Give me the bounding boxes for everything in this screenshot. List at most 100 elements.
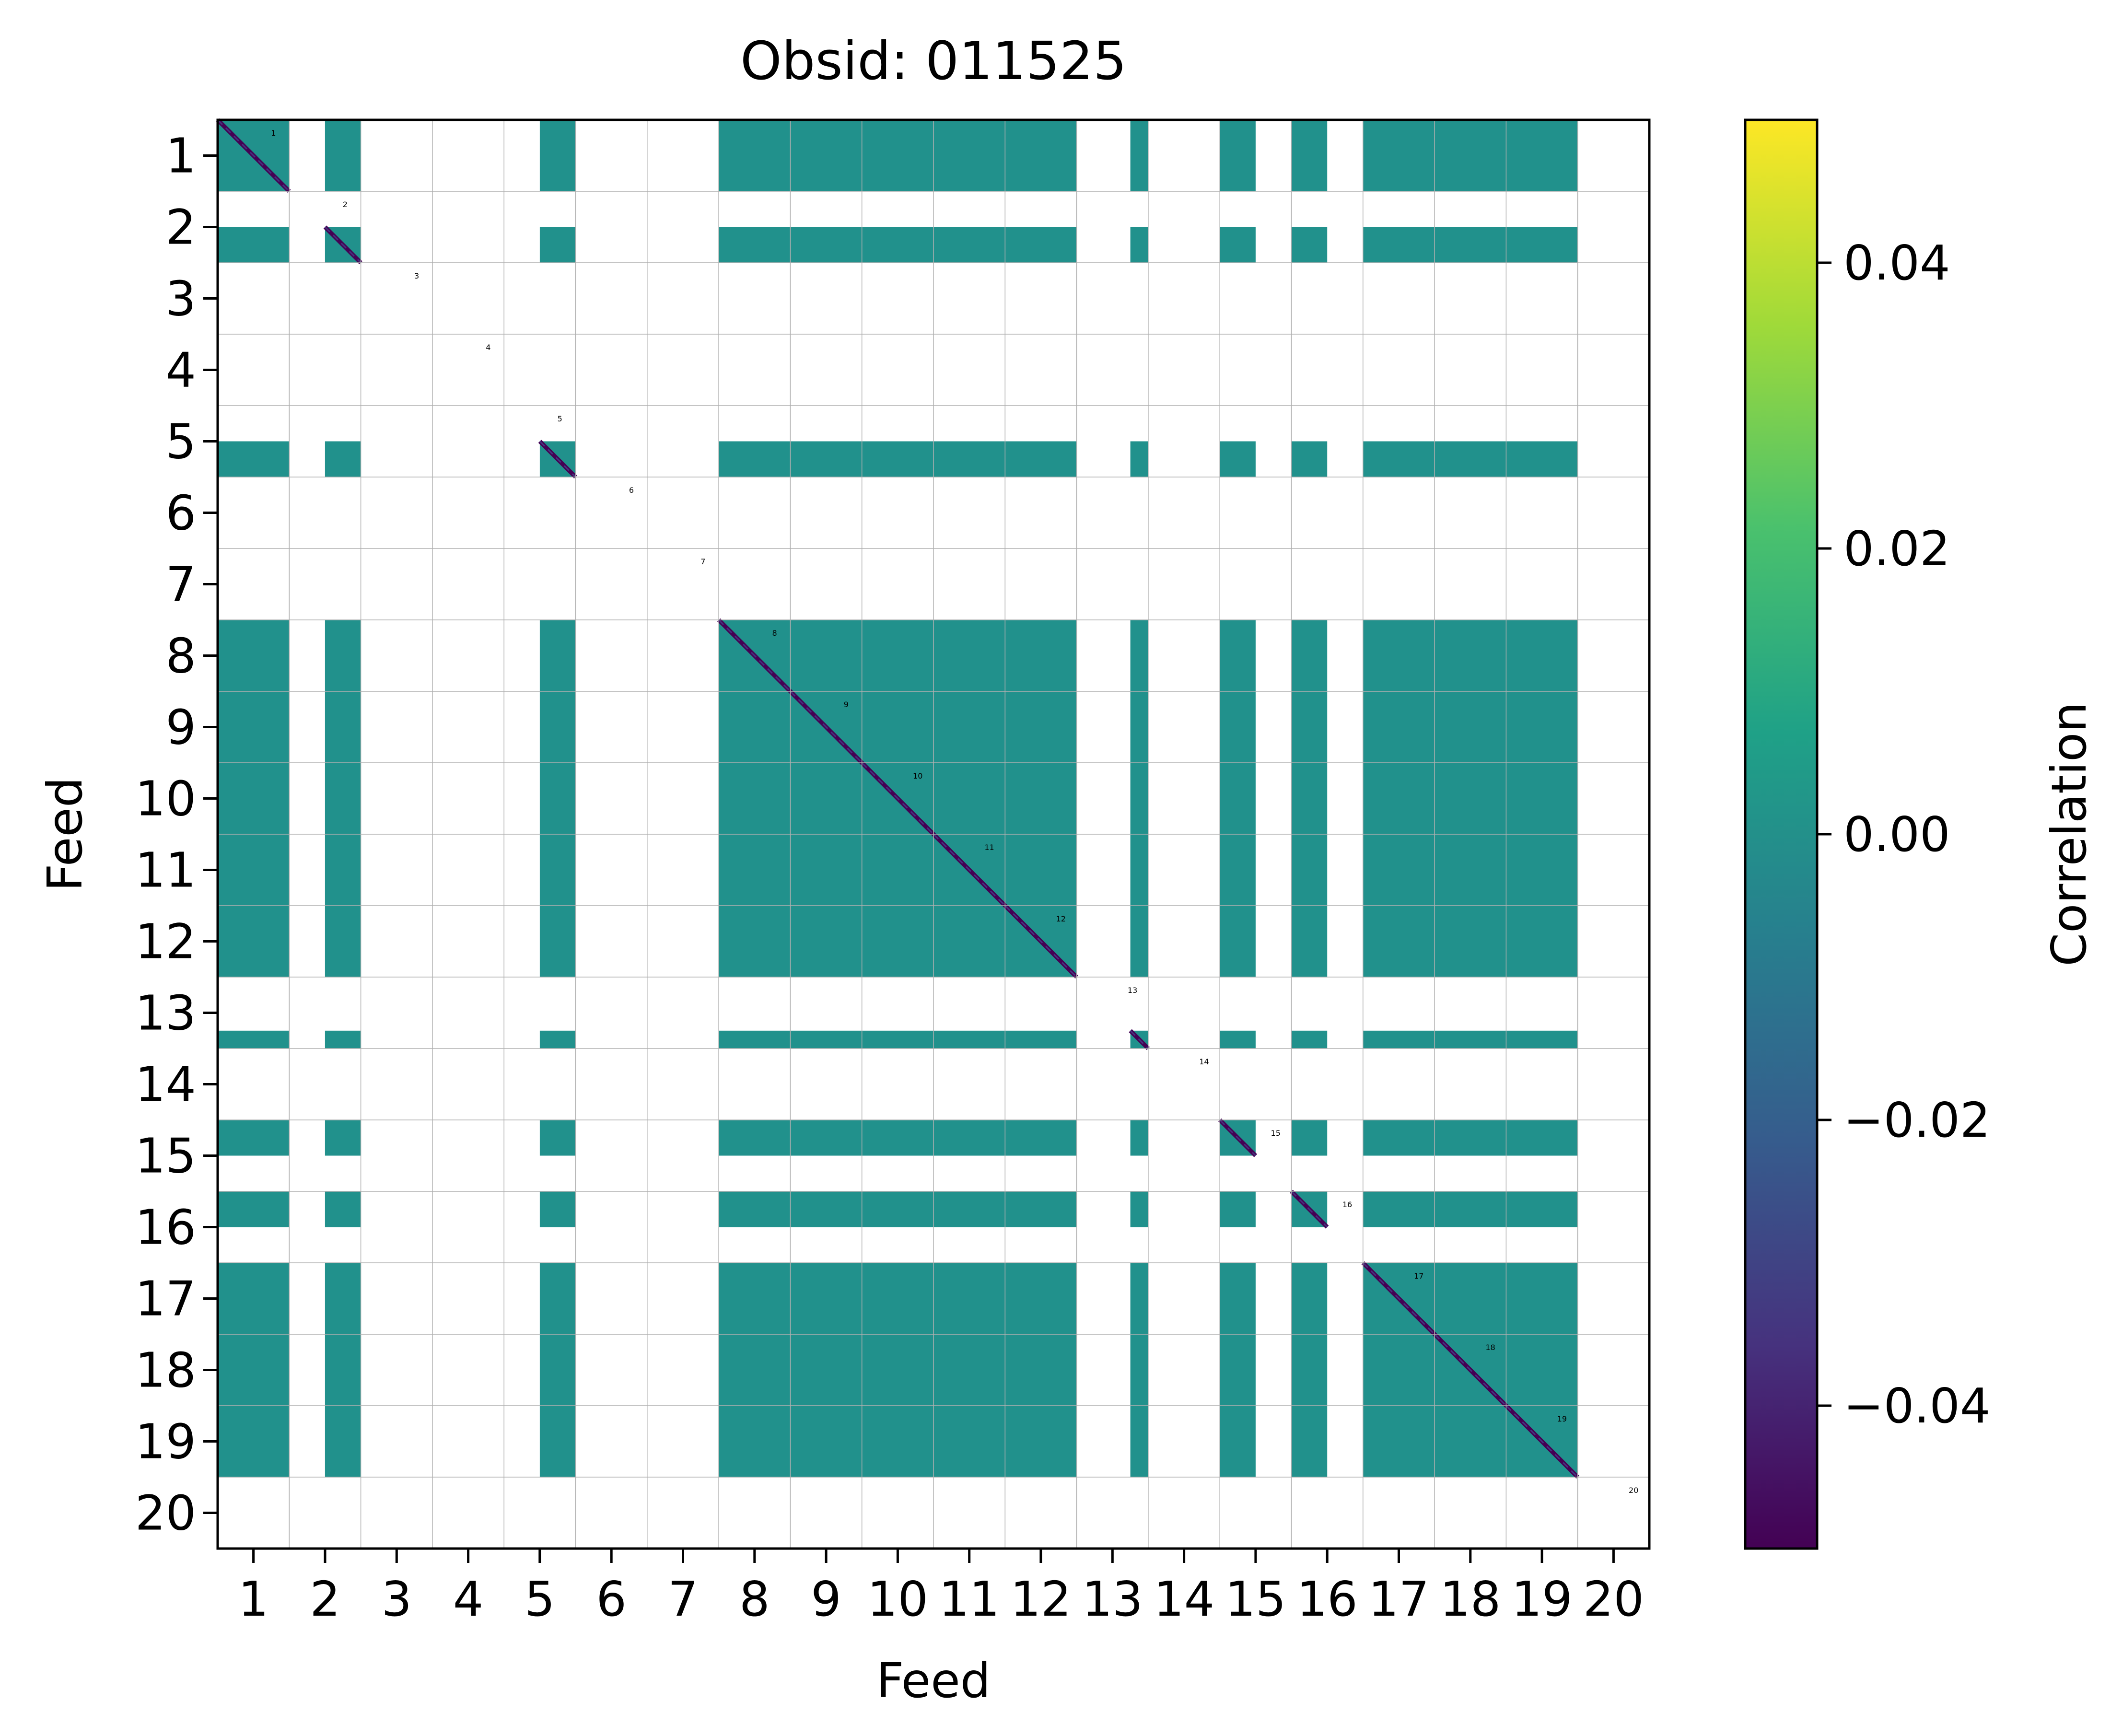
- heatmap-block: [1506, 1191, 1578, 1227]
- heatmap-block: [1435, 620, 1506, 691]
- diagonal-segment-detail: [718, 619, 791, 692]
- colorbar-tick-label: −0.04: [1843, 1378, 1990, 1434]
- heatmap-block: [1130, 763, 1148, 834]
- heatmap-block: [1220, 1191, 1256, 1227]
- heatmap-block: [1363, 620, 1435, 691]
- heatmap-block: [933, 691, 1005, 763]
- heatmap-block: [1220, 120, 1256, 191]
- heatmap-block: [719, 227, 791, 263]
- diagonal-feed-label: 11: [984, 843, 994, 852]
- x-tick-label: 18: [1440, 1571, 1501, 1627]
- diagonal-feed-label: 20: [1629, 1486, 1638, 1495]
- heatmap-block: [862, 1191, 933, 1227]
- heatmap-block: [325, 691, 361, 763]
- heatmap-block: [719, 441, 791, 477]
- heatmap-block: [1220, 834, 1256, 906]
- heatmap-block: [790, 1120, 862, 1156]
- heatmap-block: [325, 906, 361, 977]
- colorbar-label: Correlation: [2041, 702, 2097, 966]
- heatmap-block: [1130, 1191, 1148, 1227]
- heatmap-block: [539, 1120, 576, 1156]
- heatmap-block: [719, 1263, 791, 1334]
- y-tick-label: 20: [135, 1485, 196, 1541]
- heatmap-block: [719, 1191, 791, 1227]
- heatmap-block: [325, 1120, 361, 1156]
- heatmap-block: [1506, 620, 1578, 691]
- heatmap-block: [1363, 227, 1435, 263]
- heatmap-block: [1130, 1334, 1148, 1406]
- x-tick-label: 6: [596, 1571, 627, 1627]
- heatmap-block: [539, 763, 576, 834]
- diagonal-segment-detail: [1291, 1190, 1328, 1228]
- y-tick-label: 18: [135, 1342, 196, 1398]
- heatmap-block: [1506, 1120, 1578, 1156]
- heatmap-block: [1291, 620, 1328, 691]
- diagonal-feed-label: 19: [1557, 1414, 1567, 1423]
- y-tick-label: 11: [135, 842, 196, 898]
- heatmap-block: [1506, 1263, 1578, 1334]
- diagonal-feed-label: 18: [1485, 1343, 1495, 1352]
- heatmap-block: [790, 620, 862, 691]
- heatmap-block: [325, 120, 361, 191]
- heatmap-block: [1435, 1263, 1506, 1334]
- heatmap-block: [1005, 1120, 1077, 1156]
- heatmap-block: [862, 620, 933, 691]
- x-tick-label: 17: [1368, 1571, 1429, 1627]
- heatmap-block: [1130, 906, 1148, 977]
- y-tick-label: 9: [165, 699, 196, 756]
- heatmap-block: [1435, 1191, 1506, 1227]
- heatmap-block: [1506, 763, 1578, 834]
- heatmap-block: [1220, 1406, 1256, 1477]
- diagonal-feed-label: 10: [913, 771, 922, 781]
- heatmap-block: [539, 691, 576, 763]
- diagonal-feed-label: 6: [629, 486, 634, 495]
- heatmap-block: [1506, 906, 1578, 977]
- heatmap-block: [1005, 834, 1077, 906]
- x-tick-label: 10: [867, 1571, 928, 1627]
- diagonal-segment-detail: [217, 119, 290, 192]
- heatmap-block: [1130, 691, 1148, 763]
- heatmap-block: [325, 1263, 361, 1334]
- heatmap-block: [790, 1191, 862, 1227]
- heatmap-block: [218, 441, 290, 477]
- heatmap-block: [719, 834, 791, 906]
- heatmap-block: [1291, 1030, 1328, 1049]
- heatmap-block: [933, 1191, 1005, 1227]
- heatmap-block: [1435, 1030, 1506, 1049]
- heatmap-block: [218, 1191, 290, 1227]
- heatmap-block: [1005, 620, 1077, 691]
- y-tick-label: 7: [165, 557, 196, 613]
- heatmap-block: [1220, 227, 1256, 263]
- heatmap-block: [719, 906, 791, 977]
- heatmap-block: [1130, 1406, 1148, 1477]
- heatmap-cells: [216, 118, 1579, 1479]
- y-axis-label: Feed: [37, 777, 93, 892]
- heatmap-block: [1291, 1334, 1328, 1406]
- x-tick-label: 8: [739, 1571, 770, 1627]
- heatmap-block: [1435, 1406, 1506, 1477]
- diagonal-feed-label: 12: [1056, 914, 1066, 923]
- y-tick-label: 15: [135, 1128, 196, 1184]
- heatmap-block: [325, 1191, 361, 1227]
- heatmap-block: [933, 441, 1005, 477]
- heatmap-block: [1130, 120, 1148, 191]
- heatmap-block: [1220, 1030, 1256, 1049]
- diagonal-segment-detail: [1130, 1030, 1149, 1049]
- x-axis-label: Feed: [876, 1653, 991, 1709]
- heatmap-block: [719, 691, 791, 763]
- heatmap-block: [1291, 441, 1328, 477]
- heatmap-block: [1220, 691, 1256, 763]
- heatmap-block: [325, 441, 361, 477]
- y-tick-label: 10: [135, 771, 196, 827]
- heatmap-block: [1363, 691, 1435, 763]
- heatmap-block: [862, 1334, 933, 1406]
- x-tick-label: 15: [1225, 1571, 1286, 1627]
- x-tick-label: 16: [1297, 1571, 1358, 1627]
- heatmap-block: [862, 227, 933, 263]
- heatmap-block: [1435, 227, 1506, 263]
- heatmap-block: [790, 441, 862, 477]
- heatmap-block: [790, 1030, 862, 1049]
- x-tick-label: 19: [1511, 1571, 1572, 1627]
- heatmap-block: [325, 620, 361, 691]
- heatmap-block: [325, 1406, 361, 1477]
